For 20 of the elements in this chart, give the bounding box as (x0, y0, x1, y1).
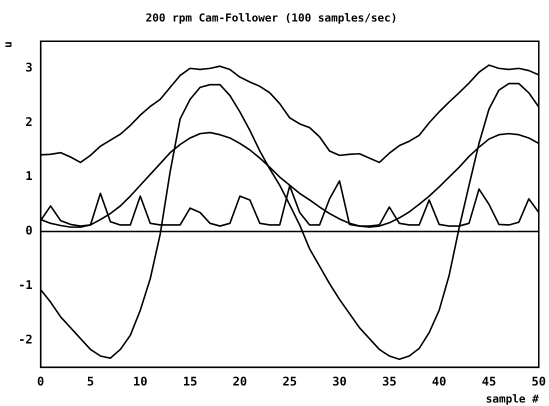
x-tick-label: 15 (182, 374, 198, 389)
x-tick-label: 20 (232, 374, 248, 389)
x-tick-label: 5 (86, 374, 94, 389)
y-tick-label: 3 (25, 60, 33, 75)
x-tick-label: 25 (282, 374, 297, 389)
y-tick-label: -2 (18, 332, 33, 346)
y-axis-title: u (1, 41, 14, 48)
x-tick-label: 10 (133, 374, 148, 389)
x-tick-label: 35 (382, 374, 397, 389)
x-tick-label: 0 (37, 374, 44, 389)
y-tick-label: 2 (25, 114, 33, 129)
y-tick-label: -1 (18, 278, 33, 292)
x-tick-label: 45 (482, 374, 496, 389)
x-tick-label: 50 (532, 374, 546, 389)
y-tick-label: 0 (25, 224, 33, 238)
y-tick-label: 1 (25, 169, 33, 184)
chart-title: 200 rpm Cam-Follower (100 samples/sec) (146, 11, 398, 24)
x-tick-label: 30 (332, 374, 347, 389)
x-axis-title: sample # (486, 392, 540, 406)
x-tick-label: 40 (432, 374, 446, 389)
